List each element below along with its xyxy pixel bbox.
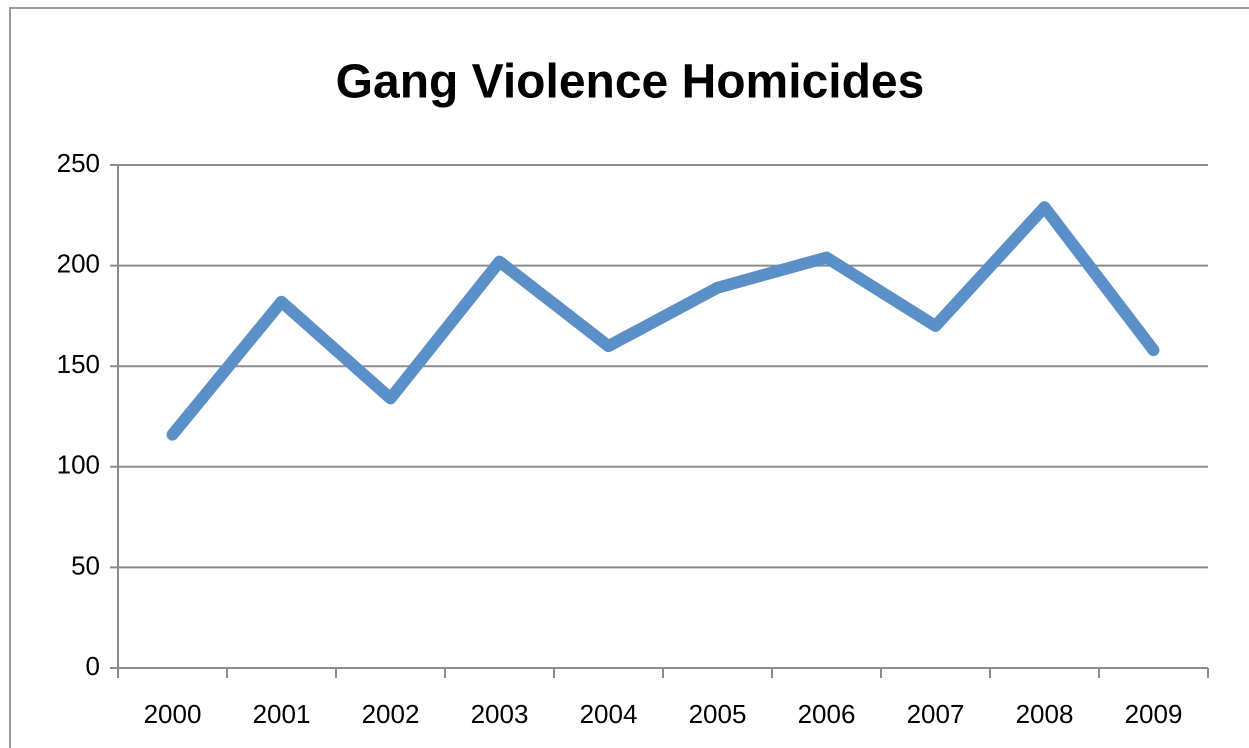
x-tick-label: 2005: [689, 699, 747, 729]
x-tick-label: 2004: [580, 699, 638, 729]
x-tick-label: 2007: [907, 699, 965, 729]
x-tick-label: 2006: [798, 699, 856, 729]
x-tick-label: 2008: [1016, 699, 1074, 729]
x-tick-label: 2003: [471, 699, 529, 729]
y-tick-label: 50: [71, 550, 100, 580]
data-line: [166, 201, 1160, 441]
y-tick-label: 150: [57, 349, 100, 379]
x-tick-label: 2002: [362, 699, 420, 729]
x-tick-label: 2009: [1125, 699, 1183, 729]
chart-frame: [9, 7, 1249, 748]
chart-title: Gang Violence Homicides: [336, 56, 925, 109]
x-tick-label: 2000: [144, 699, 202, 729]
y-tick-label: 250: [57, 148, 100, 178]
y-tick-label: 0: [86, 651, 100, 681]
x-tick-label: 2001: [253, 699, 311, 729]
y-tick-label: 100: [57, 450, 100, 480]
y-tick-label: 200: [57, 248, 100, 278]
